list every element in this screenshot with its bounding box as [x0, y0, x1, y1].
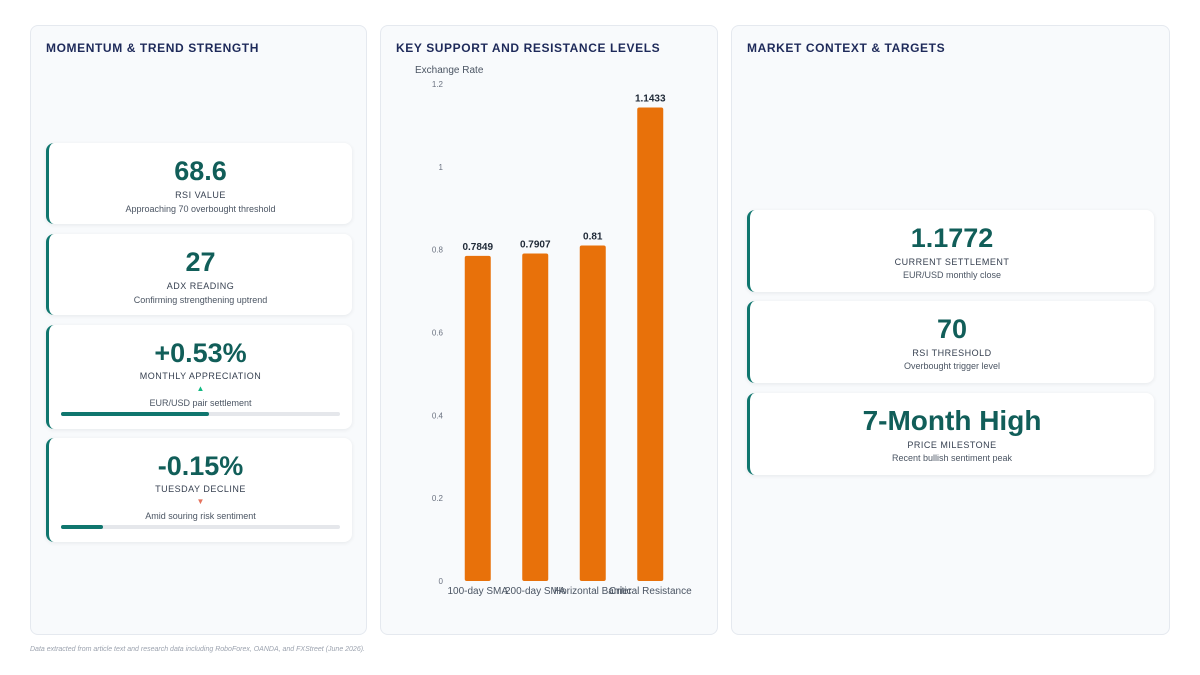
y-tick-label: 0 [439, 577, 444, 586]
y-tick-label: 0.4 [432, 411, 444, 420]
price-milestone-value: 7-Month High [862, 405, 1042, 436]
bar-2 [522, 253, 549, 581]
up-arrow-icon: ▲ [196, 384, 205, 393]
levels-panel: KEY SUPPORT AND RESISTANCE LEVELS Exchan… [380, 25, 718, 635]
adx-subtitle: Confirming strengthening uptrend [133, 295, 268, 305]
adx-label: ADX READING [166, 281, 235, 291]
monthly-appreciation-subtitle: EUR/USD pair settlement [149, 398, 252, 408]
tuesday-decline-card: -0.15% TUESDAY DECLINE ▼ Amid souring ri… [46, 438, 352, 542]
price-milestone-label: PRICE MILESTONE [907, 440, 997, 450]
momentum-panel-title: MOMENTUM & TREND STRENGTH [46, 41, 259, 55]
bar-value-label: 1.1433 [635, 93, 666, 104]
y-tick-label: 0.8 [432, 246, 444, 255]
adx-value: 27 [185, 247, 216, 277]
y-tick-label: 0.6 [432, 329, 444, 338]
bar-value-label: 0.7849 [462, 242, 493, 253]
current-settlement-label: CURRENT SETTLEMENT [894, 257, 1010, 267]
rsi-value: 68.6 [174, 156, 227, 186]
tuesday-decline-value: -0.15% [157, 451, 244, 481]
bar-value-label: 0.7907 [520, 240, 551, 251]
rsi-threshold-card: 70 RSI THRESHOLD Overbought trigger leve… [747, 301, 1154, 383]
bar-value-label: 0.81 [583, 232, 603, 243]
rsi-value-card: 68.6 RSI VALUE Approaching 70 overbought… [46, 143, 352, 224]
down-arrow-icon: ▼ [196, 497, 205, 506]
rsi-threshold-subtitle: Overbought trigger level [903, 361, 1001, 371]
monthly-appreciation-progress-track [61, 412, 340, 416]
adx-reading-card: 27 ADX READING Confirming strengthening … [46, 234, 352, 315]
tuesday-decline-progress-fill [61, 525, 103, 529]
market-context-panel-title: MARKET CONTEXT & TARGETS [747, 41, 946, 55]
current-settlement-value: 1.1772 [910, 223, 994, 253]
monthly-appreciation-progress-fill [61, 412, 209, 416]
y-tick-label: 1 [439, 163, 444, 172]
market-context-panel: MARKET CONTEXT & TARGETS 1.1772 CURRENT … [731, 25, 1170, 635]
bar-3 [579, 245, 606, 581]
levels-panel-title: KEY SUPPORT AND RESISTANCE LEVELS [396, 41, 661, 55]
y-tick-label: 1.2 [432, 80, 444, 89]
levels-bar-chart: Exchange Rate00.20.40.60.811.20.7849100-… [415, 65, 692, 597]
rsi-threshold-value: 70 [936, 314, 968, 344]
monthly-appreciation-value: +0.53% [154, 338, 247, 368]
current-settlement-card: 1.1772 CURRENT SETTLEMENT EUR/USD monthl… [747, 210, 1154, 292]
tuesday-decline-subtitle: Amid souring risk sentiment [145, 511, 256, 521]
rsi-value-label: RSI VALUE [175, 190, 226, 200]
x-tick-label: 100-day SMA [447, 586, 508, 597]
price-milestone-card: 7-Month High PRICE MILESTONE Recent bull… [747, 393, 1154, 475]
price-milestone-subtitle: Recent bullish sentiment peak [891, 453, 1013, 463]
rsi-threshold-label: RSI THRESHOLD [912, 348, 992, 358]
x-tick-label: 200-day SMA [505, 586, 566, 597]
current-settlement-subtitle: EUR/USD monthly close [902, 270, 1002, 280]
monthly-appreciation-card: +0.53% MONTHLY APPRECIATION ▲ EUR/USD pa… [46, 325, 352, 429]
y-axis-title: Exchange Rate [415, 65, 484, 76]
momentum-panel: MOMENTUM & TREND STRENGTH 68.6 RSI VALUE… [30, 25, 367, 635]
x-tick-label: Critical Resistance [609, 586, 692, 597]
tuesday-decline-label: TUESDAY DECLINE [155, 484, 246, 494]
bar-4 [637, 107, 664, 582]
rsi-value-subtitle: Approaching 70 overbought threshold [125, 204, 276, 214]
tuesday-decline-progress-track [61, 525, 340, 529]
monthly-appreciation-label: MONTHLY APPRECIATION [139, 371, 262, 381]
y-tick-label: 0.2 [432, 494, 444, 503]
x-tick-label: Horizontal Barrier [554, 586, 632, 597]
bar-1 [464, 255, 491, 581]
source-footnote: Data extracted from article text and res… [30, 646, 365, 653]
